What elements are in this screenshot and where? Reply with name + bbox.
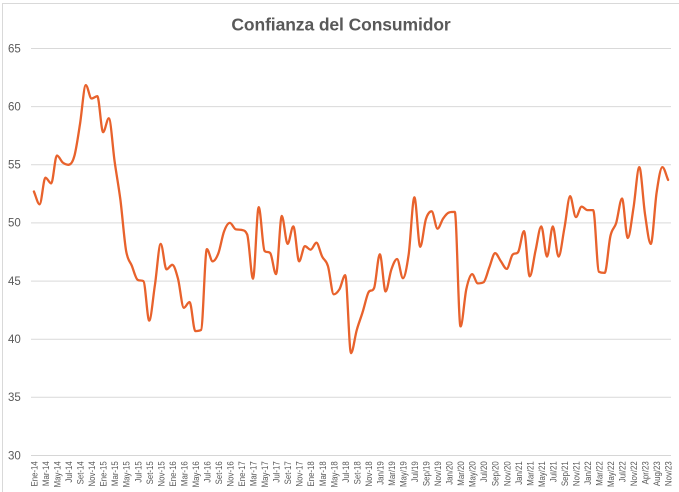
svg-text:Jan/19: Jan/19 (375, 461, 385, 485)
svg-text:Jan/22: Jan/22 (583, 461, 593, 485)
svg-text:May/21: May/21 (537, 461, 547, 487)
svg-text:Confianza del Consumidor: Confianza del Consumidor (231, 15, 451, 35)
svg-text:Nov-18: Nov-18 (364, 461, 374, 486)
svg-text:Set-17: Set-17 (283, 461, 293, 484)
svg-text:Mar-18: Mar-18 (318, 461, 328, 486)
svg-text:65: 65 (8, 43, 21, 55)
svg-text:May-17: May-17 (260, 461, 270, 487)
svg-text:May-14: May-14 (53, 461, 63, 487)
svg-text:Jul/21: Jul/21 (548, 461, 558, 482)
svg-text:Jul/19: Jul/19 (410, 461, 420, 482)
svg-text:Ene-14: Ene-14 (30, 461, 40, 486)
svg-text:Jul-18: Jul-18 (341, 461, 351, 482)
svg-text:60: 60 (8, 101, 21, 113)
svg-text:Ene-18: Ene-18 (306, 461, 316, 486)
svg-text:Set-16: Set-16 (214, 461, 224, 484)
svg-text:Mar-15: Mar-15 (110, 461, 120, 486)
svg-text:Aug/23: Aug/23 (652, 461, 662, 486)
svg-text:Nov/20: Nov/20 (502, 461, 512, 486)
svg-text:35: 35 (8, 392, 21, 404)
svg-text:55: 55 (8, 160, 21, 172)
svg-text:Jul/20: Jul/20 (479, 461, 489, 482)
svg-text:Jul/22: Jul/22 (618, 461, 628, 482)
svg-text:Nov-15: Nov-15 (156, 461, 166, 486)
svg-text:Nov/21: Nov/21 (572, 461, 582, 486)
svg-text:Sep/19: Sep/19 (422, 461, 432, 486)
svg-text:Mar/20: Mar/20 (456, 461, 466, 486)
svg-text:Jul-15: Jul-15 (133, 461, 143, 482)
svg-text:Sep/21: Sep/21 (560, 461, 570, 486)
svg-text:30: 30 (8, 450, 21, 462)
svg-text:Jul-14: Jul-14 (64, 461, 74, 482)
svg-text:Jan/21: Jan/21 (514, 461, 524, 485)
svg-text:Nov-14: Nov-14 (87, 461, 97, 486)
svg-text:Nov-17: Nov-17 (295, 461, 305, 486)
svg-text:Nov/23: Nov/23 (664, 461, 674, 486)
svg-text:May/20: May/20 (468, 461, 478, 487)
svg-text:Ene-16: Ene-16 (168, 461, 178, 486)
svg-text:May/19: May/19 (399, 461, 409, 487)
svg-text:Nov/19: Nov/19 (433, 461, 443, 486)
svg-text:Jan/20: Jan/20 (445, 461, 455, 485)
svg-text:May-16: May-16 (191, 461, 201, 487)
svg-text:40: 40 (8, 334, 21, 346)
svg-text:Nov-16: Nov-16 (226, 461, 236, 486)
svg-text:Set-14: Set-14 (76, 461, 86, 484)
svg-text:50: 50 (8, 218, 21, 230)
svg-text:May-15: May-15 (122, 461, 132, 487)
svg-text:Sep/20: Sep/20 (491, 461, 501, 486)
svg-text:Apr/23: Apr/23 (641, 461, 651, 484)
svg-text:45: 45 (8, 276, 21, 288)
svg-text:Mar/19: Mar/19 (387, 461, 397, 486)
svg-text:Ene-15: Ene-15 (99, 461, 109, 486)
svg-text:Set-15: Set-15 (145, 461, 155, 484)
svg-text:May/22: May/22 (606, 461, 616, 487)
svg-text:Mar-14: Mar-14 (41, 461, 51, 486)
svg-text:Set-18: Set-18 (352, 461, 362, 484)
svg-text:Mar/21: Mar/21 (525, 461, 535, 486)
svg-text:May-18: May-18 (329, 461, 339, 487)
svg-text:Mar/22: Mar/22 (595, 461, 605, 486)
svg-text:Mar-16: Mar-16 (179, 461, 189, 486)
svg-text:Mar-17: Mar-17 (249, 461, 259, 486)
svg-text:Ene-17: Ene-17 (237, 461, 247, 486)
svg-text:Jul-17: Jul-17 (272, 461, 282, 482)
svg-text:Jul-16: Jul-16 (203, 461, 213, 482)
svg-text:Nov/22: Nov/22 (629, 461, 639, 486)
